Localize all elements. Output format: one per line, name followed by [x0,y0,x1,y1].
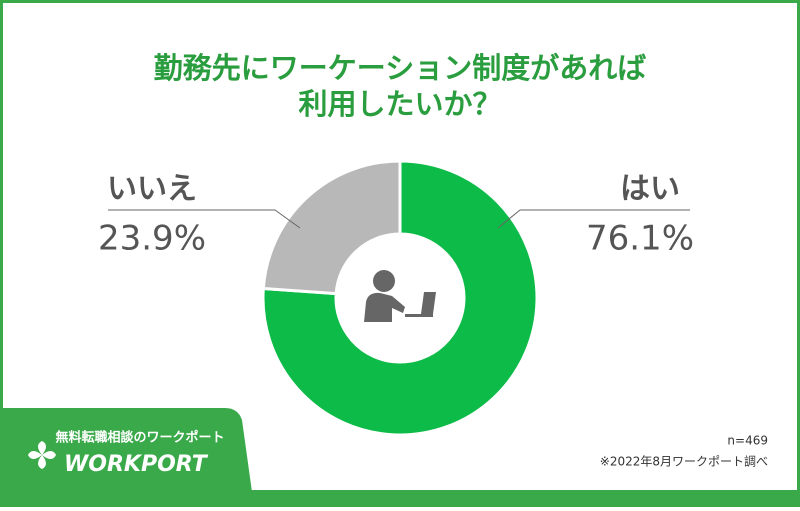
value-label: 23.9% [98,219,206,259]
footer-strip [0,490,800,507]
leader-line [108,209,301,229]
category-label: いいえ [107,172,197,207]
logo-mark [28,441,56,469]
source: ※2022年8月ワークポート調べ [600,455,768,469]
sample-size: n=469 [727,434,768,448]
wedge [261,159,539,437]
donut [261,159,539,437]
banner-tagline: 無料転職相談のワークポート [55,430,224,446]
worker-icon [364,270,436,322]
value-label: 76.1% [586,219,694,259]
leader-line [497,209,690,229]
banner [0,408,252,492]
wedge [261,159,402,296]
category-label: はい [620,172,680,207]
chart-title: 勤務先にワーケーション制度があれば [154,51,646,85]
banner-logo: WORKPORT [64,452,209,477]
chart-title: 利用したいか？ [298,87,501,121]
